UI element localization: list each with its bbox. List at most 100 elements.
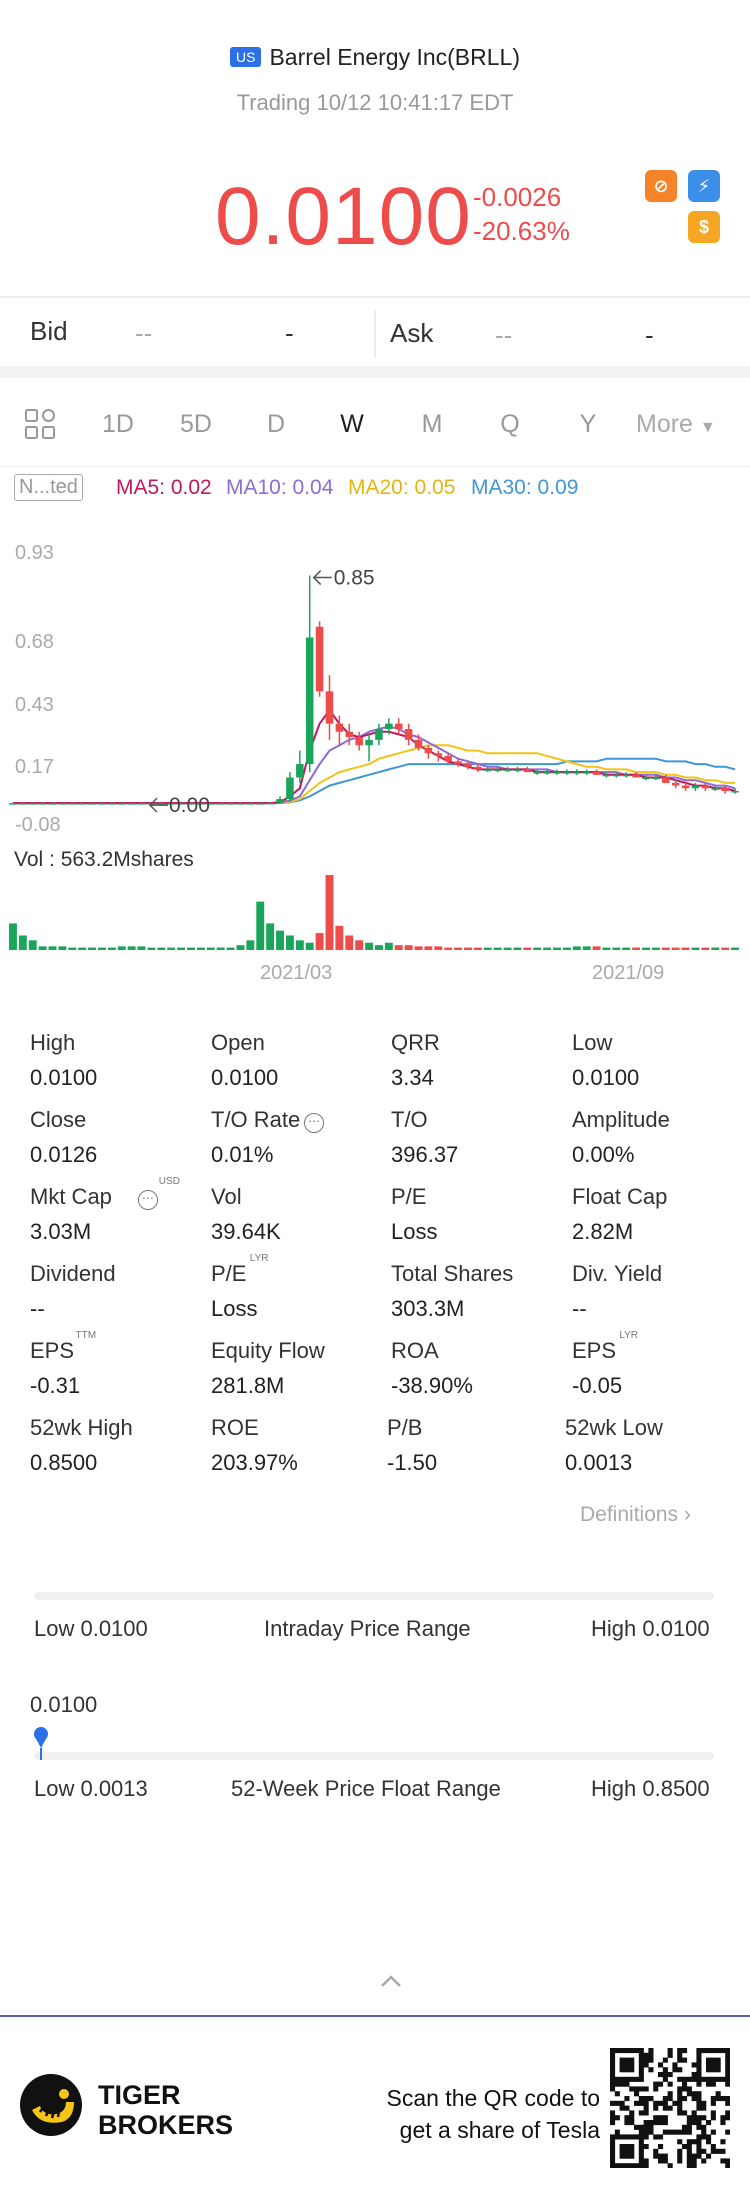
lightning-icon[interactable]: ⚡ [688, 170, 720, 202]
grid-icon[interactable] [24, 408, 56, 440]
candle-body [691, 785, 700, 789]
stat-label-text: 52wk High [30, 1415, 133, 1440]
volume-bar [711, 947, 720, 950]
stat-value: Loss [391, 1219, 438, 1244]
qr-module [662, 2105, 668, 2111]
qr-module [629, 2120, 635, 2126]
qr-code[interactable] [610, 2048, 730, 2168]
stat-value: 303.3M [391, 1296, 465, 1321]
dollar-icon[interactable]: $ [688, 211, 720, 243]
qr-module [677, 2105, 683, 2111]
qr-module [648, 2120, 654, 2126]
qr-module [710, 2100, 716, 2106]
candle-body [464, 764, 472, 767]
stat-value: 0.0126 [30, 1142, 98, 1167]
candle-body [19, 803, 27, 805]
tab-m[interactable]: M [421, 410, 443, 438]
info-icon[interactable]: ⋯ [137, 1190, 158, 1210]
volume-bar [572, 946, 581, 950]
bid-label: Bid [30, 316, 68, 346]
qr-module [643, 2134, 649, 2140]
volume-bar [226, 947, 235, 950]
qr-module [662, 2115, 668, 2121]
volume-bar [276, 930, 284, 950]
stat-value: 0.0013 [565, 1450, 633, 1475]
candle-body [553, 772, 561, 774]
stat-value: 39.64K [211, 1219, 281, 1244]
qr-module [725, 2067, 730, 2073]
stat-value: 3.34 [391, 1065, 434, 1090]
candle-body [187, 803, 195, 805]
volume-bar [661, 947, 670, 950]
definitions-link[interactable]: Definitions › [580, 1503, 691, 1527]
price-change: -0.0026 [473, 182, 562, 212]
qr-module [662, 2072, 668, 2078]
tab-y[interactable]: Y [579, 410, 597, 438]
volume-bar [18, 935, 27, 950]
qr-module [614, 2048, 620, 2054]
qr-module [638, 2062, 644, 2068]
qr-module [696, 2148, 702, 2154]
qr-module [720, 2115, 726, 2121]
chevron-up-icon[interactable] [380, 1974, 402, 1993]
qr-module [696, 2076, 702, 2082]
qr-module [643, 2158, 649, 2164]
candle-body [414, 739, 423, 748]
candle-body [543, 772, 551, 774]
qr-module [672, 2067, 678, 2073]
stat-value: 0.01% [211, 1142, 274, 1167]
bid-size: - [285, 318, 294, 348]
candle-body [207, 803, 215, 805]
qr-module [677, 2067, 683, 2073]
qr-module [686, 2139, 692, 2145]
qr-module [629, 2067, 635, 2073]
stat-label-text: Open [211, 1030, 265, 1055]
stock-name: Barrel Energy Inc(BRLL) [269, 44, 520, 70]
qr-module [610, 2163, 616, 2168]
week52-range-bar [34, 1752, 714, 1760]
qr-module [662, 2100, 668, 2106]
qr-module [614, 2091, 620, 2097]
stat-label: 52wk High [30, 1415, 133, 1441]
trading-status: Trading 10/12 10:41:17 EDT [236, 90, 514, 115]
tab-1d[interactable]: 1D [102, 410, 134, 438]
qr-module [638, 2129, 644, 2135]
qr-module [619, 2153, 625, 2159]
qr-module [725, 2072, 730, 2078]
y-tick-label: 0.43 [15, 694, 54, 716]
volume-bar [147, 947, 156, 950]
qr-module [638, 2163, 644, 2168]
no-short-icon[interactable]: ⊘ [645, 170, 677, 202]
tab-5d[interactable]: 5D [180, 410, 212, 438]
adjust-button[interactable]: N...ted [14, 474, 83, 501]
candle-body [563, 772, 571, 774]
qr-module [691, 2096, 697, 2102]
candle-body [28, 803, 37, 805]
tab-d[interactable]: D [266, 410, 286, 438]
candle-body [266, 802, 274, 805]
qr-module [686, 2115, 692, 2121]
tab-w[interactable]: W [340, 410, 364, 438]
qr-module [629, 2134, 635, 2140]
qr-module [643, 2086, 649, 2092]
qr-module [725, 2052, 730, 2058]
qr-module [662, 2158, 668, 2164]
qr-module [682, 2129, 688, 2135]
tab-q[interactable]: Q [500, 410, 520, 438]
stat-label: Open [211, 1030, 265, 1056]
candlestick-chart[interactable]: 0.85 0.00 [0, 540, 750, 970]
more-tab[interactable]: More ▼ [636, 410, 716, 439]
qr-module [696, 2048, 702, 2054]
qr-module [643, 2052, 649, 2058]
candle-body [444, 755, 452, 762]
stat-value: 396.37 [391, 1142, 459, 1167]
volume-bar [285, 935, 294, 950]
info-icon[interactable]: ⋯ [304, 1113, 325, 1133]
qr-module [701, 2115, 707, 2121]
qr-module [634, 2134, 640, 2140]
qr-module [638, 2153, 644, 2159]
qr-module [682, 2110, 688, 2116]
week52-current: 0.0100 [30, 1692, 98, 1717]
candle-body [652, 777, 660, 780]
qr-module [643, 2110, 649, 2116]
